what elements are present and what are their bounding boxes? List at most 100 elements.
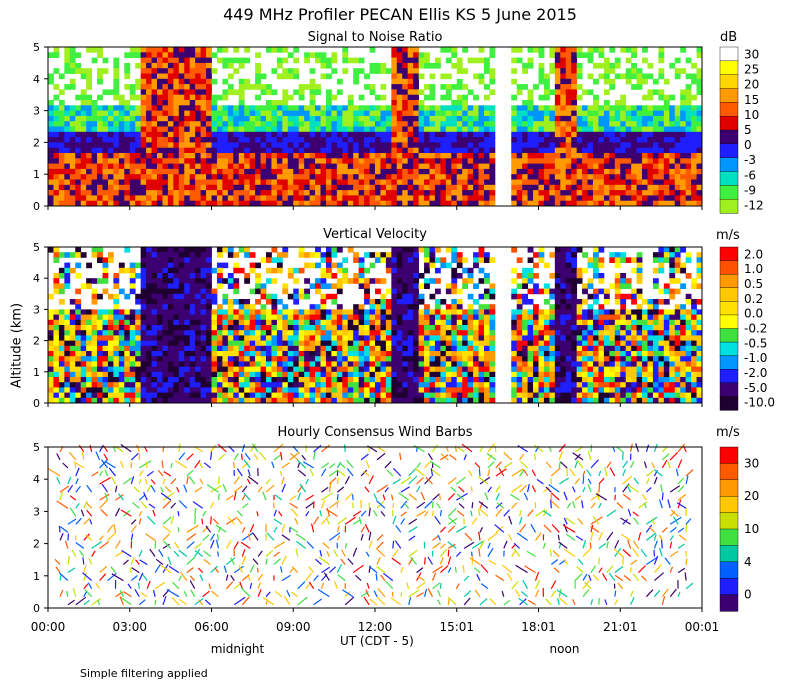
x-tick-label: 12:00 [358, 620, 393, 634]
x-tick-label: 21:01 [603, 620, 638, 634]
y-tick-label: 5 [33, 41, 40, 54]
colorbar-swatch [719, 185, 739, 200]
colorbar-swatch [719, 561, 739, 579]
colorbar-swatch [719, 129, 739, 145]
y-tick-label: 1 [33, 366, 40, 379]
colorbar-swatch [719, 102, 739, 117]
colorbar-label: -10.0 [744, 396, 775, 410]
colorbar-label: 0.5 [744, 277, 763, 291]
colorbar-swatch [719, 355, 739, 370]
colorbar-label: -1.0 [744, 351, 767, 365]
x-tick-label: 15:01 [439, 620, 474, 634]
colorbar-label: -12 [744, 199, 764, 213]
colorbar-label: 5 [744, 123, 752, 137]
colorbar-label: -0.2 [744, 322, 767, 336]
y-tick-label: 1 [33, 570, 40, 583]
colorbar-label: 20 [744, 489, 759, 503]
cbar-unit-snr: dB [720, 30, 738, 45]
colorbar-label: 10 [744, 522, 759, 536]
colorbar-label: -5.0 [744, 381, 767, 395]
colorbar-swatch [719, 171, 739, 186]
colorbar-label: 0.2 [744, 292, 763, 306]
x-axis-label: UT (CDT - 5) [340, 634, 414, 648]
colorbar-swatch [719, 273, 739, 289]
colorbar-swatch [719, 382, 739, 398]
panel-title-snr: Signal to Noise Ratio [307, 30, 443, 45]
x-tick-label: 00:00 [31, 620, 66, 634]
chart-title: 449 MHz Profiler PECAN Ellis KS 5 June 2… [223, 5, 577, 24]
colorbar-label: 4 [744, 555, 752, 569]
y-tick-label: 1 [33, 168, 40, 181]
colorbar-label: 1.0 [744, 262, 763, 276]
colorbar-label: 20 [744, 78, 759, 92]
colorbar-label: 30 [744, 48, 759, 62]
y-tick-label: 0 [33, 397, 40, 410]
y-tick-label: 4 [33, 272, 40, 285]
colorbar-label: 30 [744, 456, 759, 470]
colorbar-label: -3 [744, 153, 756, 167]
colorbar-label: 2.0 [744, 247, 763, 261]
y-tick-label: 0 [33, 602, 40, 615]
y-tick-label: 2 [33, 335, 40, 348]
colorbar-swatch [719, 314, 739, 330]
colorbar-swatch [719, 115, 739, 131]
colorbar-swatch [719, 46, 739, 62]
snr-heatmap [48, 47, 703, 207]
colorbar-swatch [719, 260, 739, 275]
x-tick-label: 18:01 [521, 620, 556, 634]
colorbar-swatch [719, 143, 739, 159]
colorbar-swatch [719, 528, 739, 546]
panel-title-velocity: Vertical Velocity [323, 227, 427, 242]
y-tick-label: 3 [33, 505, 40, 518]
colorbar-label: -9 [744, 183, 756, 197]
colorbar-swatch [719, 198, 739, 214]
velocity-heatmap [48, 247, 703, 404]
colorbar-swatch [719, 594, 739, 612]
colorbar-label: -2.0 [744, 366, 767, 380]
x-sub-label: noon [550, 642, 580, 656]
colorbar-label: 0 [744, 588, 752, 602]
colorbar-swatch [719, 446, 739, 464]
colorbar-swatch [719, 328, 739, 343]
colorbar-swatch [719, 545, 739, 563]
y-tick-label: 2 [33, 538, 40, 551]
y-tick-label: 3 [33, 105, 40, 118]
colorbar-swatch [719, 479, 739, 497]
colorbar-label: 0 [744, 138, 752, 152]
colorbar-swatch [719, 88, 739, 103]
y-tick-label: 2 [33, 136, 40, 149]
y-tick-label: 5 [33, 241, 40, 254]
colorbar-label: -6 [744, 168, 756, 182]
x-tick-label: 00:01 [685, 620, 720, 634]
cbar-unit-wind: m/s [716, 425, 740, 440]
y-tick-label: 5 [33, 441, 40, 454]
colorbar-swatch [719, 496, 739, 514]
colorbar-label: 15 [744, 93, 759, 107]
colorbar-swatch [719, 301, 739, 316]
footnote: Simple filtering applied [80, 667, 208, 680]
x-tick-label: 06:00 [194, 620, 229, 634]
wind-barbs [47, 443, 694, 606]
y-tick-label: 0 [33, 200, 40, 213]
colorbar-swatch [719, 74, 739, 90]
colorbar-swatch [719, 246, 739, 262]
colorbar-label: 25 [744, 63, 759, 77]
cbar-unit-velocity: m/s [716, 228, 740, 243]
colorbar-label: 0.0 [744, 307, 763, 321]
colorbar-swatch [719, 157, 739, 173]
colorbar-swatch [719, 396, 739, 411]
colorbar-swatch [719, 512, 739, 530]
colorbar-swatch [719, 369, 739, 384]
colorbar-label: 10 [744, 108, 759, 122]
colorbar-label: -0.5 [744, 336, 767, 350]
colorbar-swatch [719, 60, 739, 76]
panel-title-wind: Hourly Consensus Wind Barbs [277, 425, 473, 440]
y-tick-label: 3 [33, 303, 40, 316]
y-tick-label: 4 [33, 473, 40, 486]
colorbar-swatch [719, 287, 739, 302]
colorbar-swatch [719, 341, 739, 357]
y-tick-label: 4 [33, 73, 40, 86]
colorbar-swatch [719, 463, 739, 481]
x-tick-label: 09:00 [276, 620, 311, 634]
